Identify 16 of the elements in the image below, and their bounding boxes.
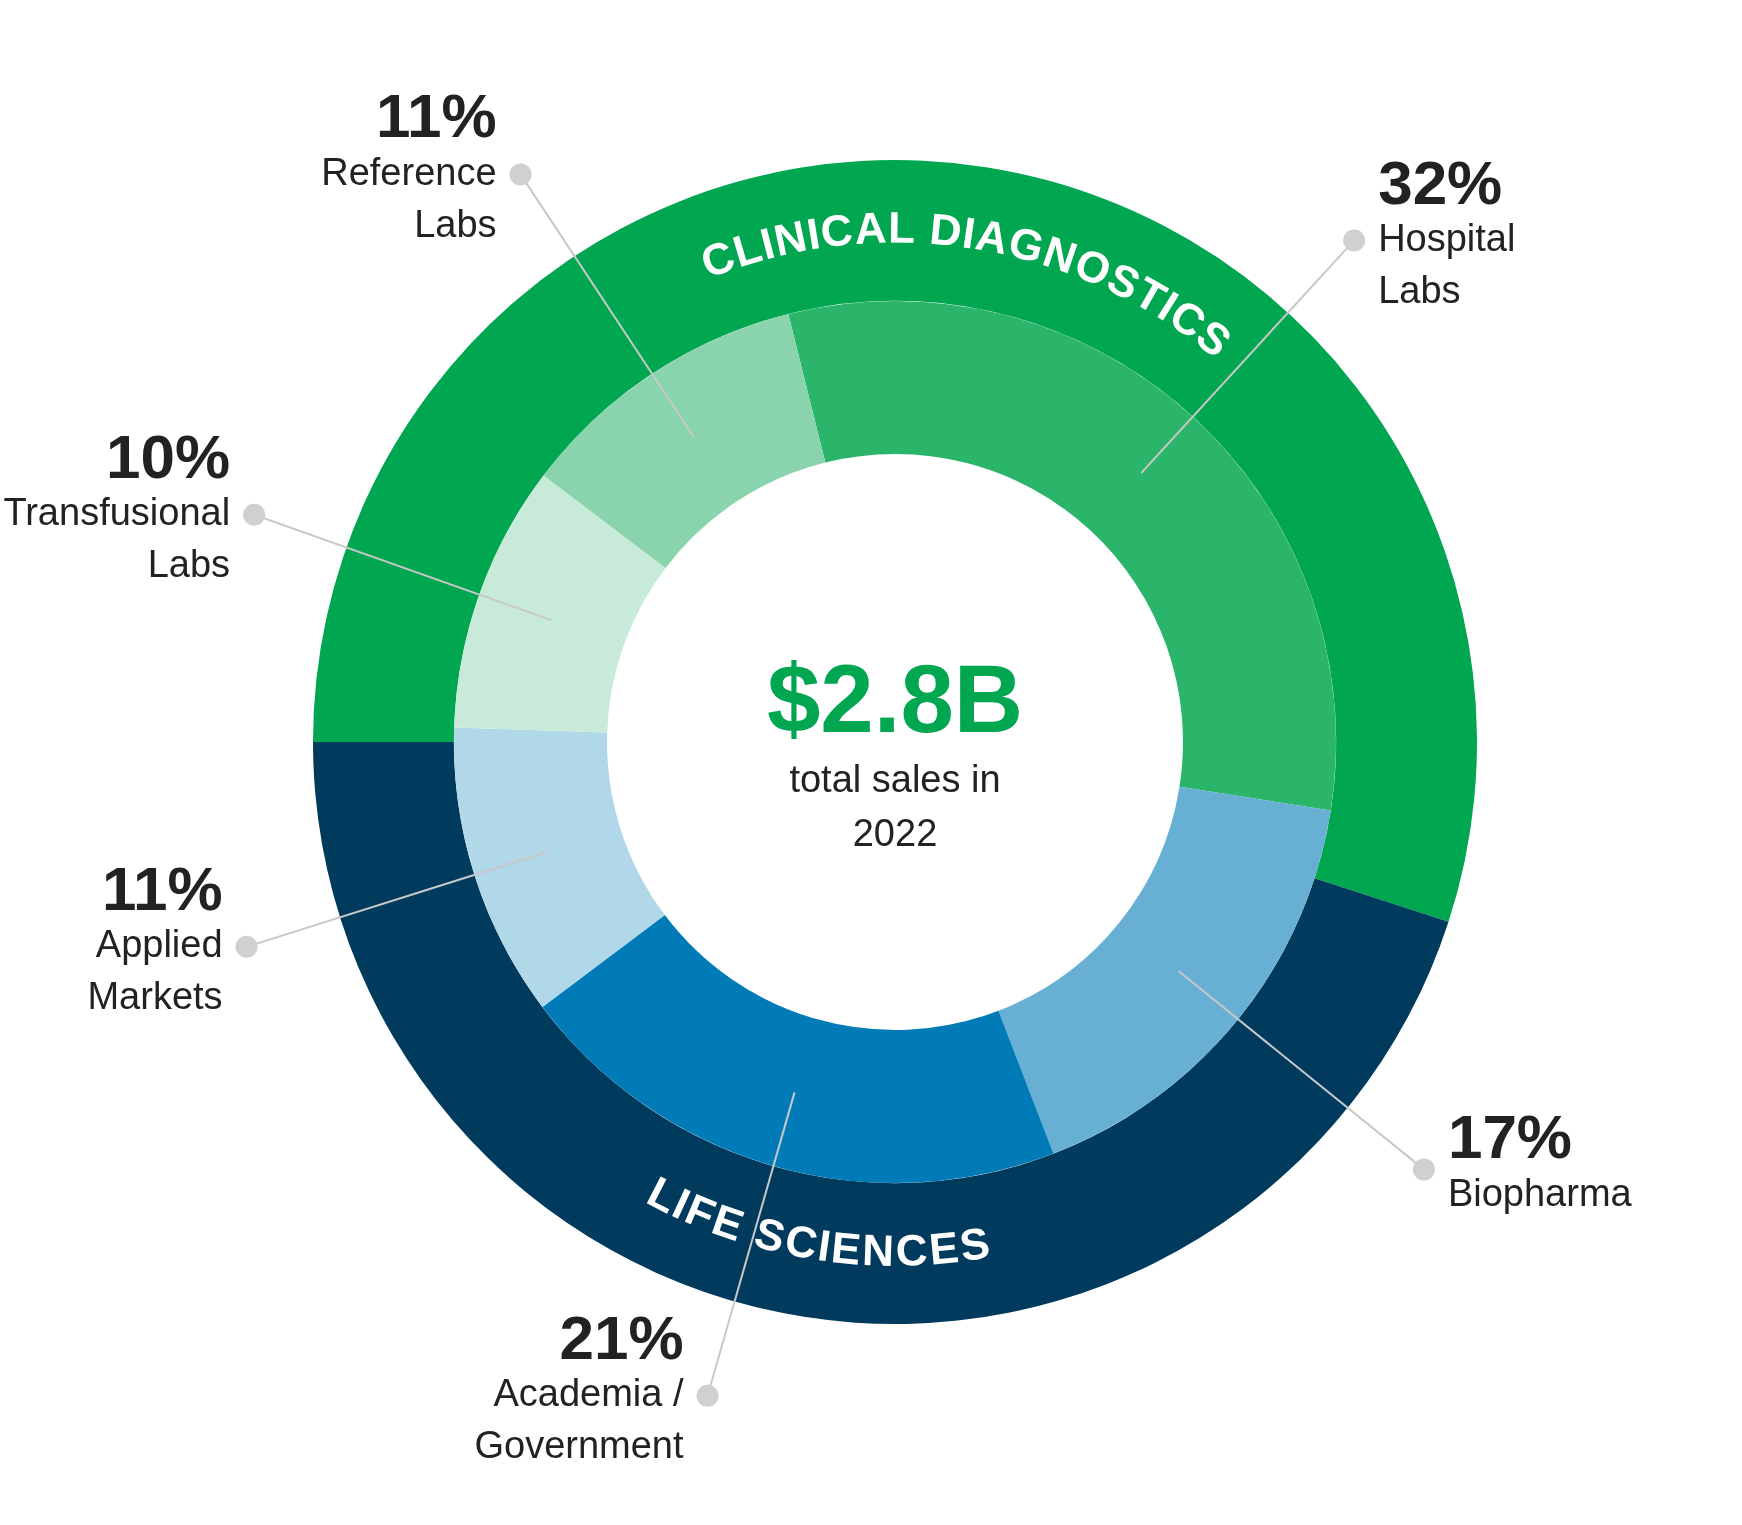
data-label: 32% xyxy=(1378,147,1503,217)
category-label: CLINICAL DIAGNOSTICS xyxy=(694,202,1241,367)
slice-label: Academia / Government xyxy=(474,1372,685,1467)
slice-label: Transfusional Labs xyxy=(3,491,231,586)
data-label: 17% xyxy=(1447,1102,1572,1172)
text: total sales in 2022 xyxy=(789,758,1001,854)
data-label: 11% xyxy=(375,81,497,151)
data-label: 21% xyxy=(559,1302,684,1372)
text: $2.8B xyxy=(766,645,1024,752)
slice-label: Reference Labs xyxy=(321,150,497,245)
category-label: LIFE SCIENCES xyxy=(640,1166,993,1275)
slice-label: Applied Markets xyxy=(87,923,223,1018)
slice-label: Biopharma xyxy=(1447,1171,1633,1214)
data-label: 11% xyxy=(101,853,223,923)
slice-label: Hospital Labs xyxy=(1378,216,1516,311)
data-label: 10% xyxy=(106,421,231,491)
